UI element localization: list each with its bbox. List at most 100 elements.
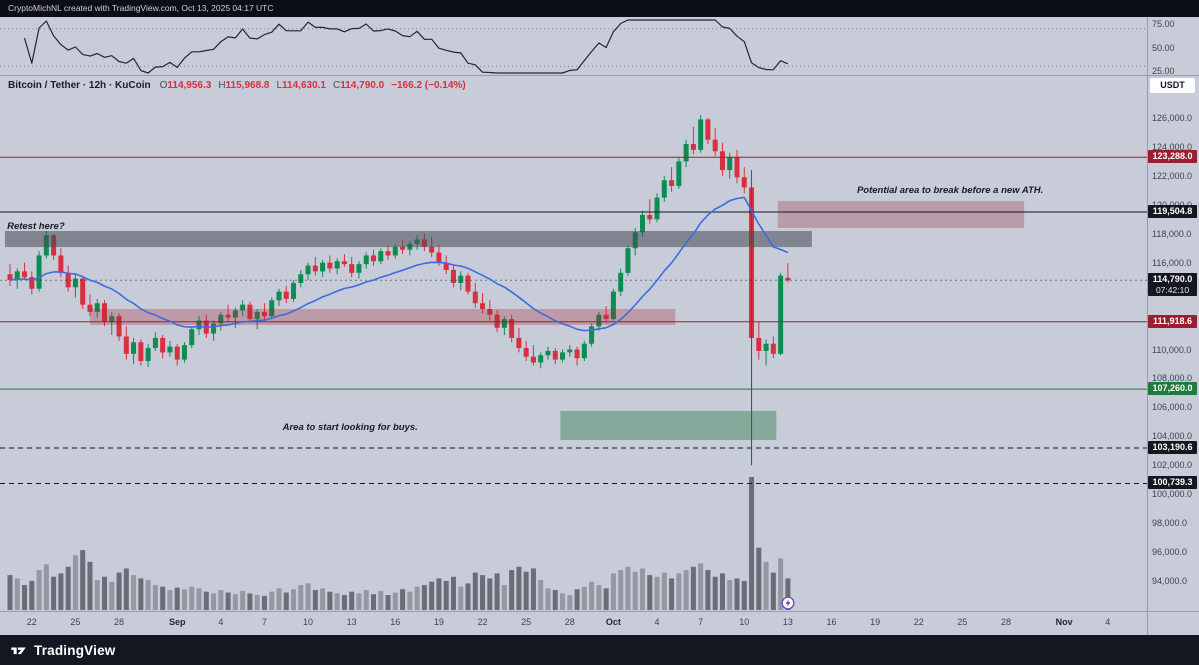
- tradingview-logo-icon[interactable]: [10, 642, 27, 659]
- volume-bar: [123, 568, 129, 610]
- candle: [727, 157, 733, 171]
- volume-bar: [654, 576, 660, 610]
- volume-bar: [581, 586, 587, 610]
- candle: [327, 262, 333, 269]
- candle: [734, 157, 740, 178]
- candle: [516, 337, 522, 349]
- volume-bar: [690, 566, 696, 610]
- candle: [152, 337, 158, 349]
- candle: [247, 304, 253, 320]
- zone-drawing[interactable]: [560, 410, 777, 440]
- symbol-title[interactable]: Bitcoin / Tether · 12h · KuCoin: [8, 80, 151, 91]
- candle: [80, 278, 86, 305]
- volume-bar: [712, 576, 718, 610]
- volume-bar: [269, 591, 275, 610]
- zone-drawing[interactable]: [4, 231, 812, 248]
- candle: [472, 291, 478, 304]
- candle: [669, 180, 675, 187]
- currency-toggle-button[interactable]: USDT: [1150, 78, 1195, 93]
- volume-bar: [770, 572, 776, 610]
- price-pane[interactable]: [0, 76, 1147, 612]
- candle: [676, 161, 682, 187]
- volume-bar: [407, 591, 413, 610]
- volume-bar: [305, 583, 311, 610]
- candle: [443, 262, 449, 270]
- tradingview-logo-text[interactable]: TradingView: [34, 642, 116, 658]
- volume-bar: [705, 570, 711, 610]
- candle: [661, 180, 667, 198]
- volume-bar: [596, 585, 602, 610]
- candle: [320, 262, 326, 272]
- candle: [400, 246, 406, 250]
- candle: [349, 264, 355, 273]
- volume-bar: [378, 590, 384, 610]
- ema-line: [9, 196, 789, 332]
- candle: [298, 274, 304, 283]
- candle: [261, 311, 267, 317]
- flash-icon[interactable]: [781, 596, 795, 610]
- volume-bar: [22, 585, 28, 610]
- candle: [131, 342, 137, 354]
- volume-bar: [436, 578, 442, 610]
- volume-bar: [719, 573, 725, 610]
- candle: [72, 278, 78, 288]
- volume-bar: [203, 591, 209, 610]
- zone-drawing[interactable]: [777, 201, 1025, 228]
- candle: [218, 314, 224, 324]
- price-change: −166.2 (−0.14%): [391, 80, 466, 91]
- candle: [741, 177, 747, 188]
- volume-bar: [167, 590, 173, 610]
- candle: [770, 343, 776, 354]
- pane-separator[interactable]: [0, 75, 1199, 76]
- zone-drawing[interactable]: [89, 308, 676, 325]
- candle: [610, 291, 616, 320]
- volume-bar: [291, 589, 297, 610]
- volume-bar: [552, 590, 558, 610]
- candle: [232, 310, 238, 318]
- volume-bar: [58, 573, 64, 610]
- candle: [530, 356, 536, 363]
- volume-bar: [567, 595, 573, 610]
- volume-bar: [763, 561, 769, 610]
- volume-bar: [669, 578, 675, 610]
- candle: [429, 246, 435, 253]
- candle: [683, 144, 689, 162]
- candle: [763, 343, 769, 351]
- volume-bar: [683, 570, 689, 610]
- volume-bar: [7, 575, 13, 610]
- candle: [363, 255, 369, 265]
- volume-bar: [87, 561, 93, 610]
- volume-bar: [232, 594, 238, 610]
- candle: [581, 343, 587, 359]
- candle: [167, 346, 173, 353]
- price-axis-separator: [1147, 17, 1148, 635]
- volume-bar: [414, 586, 420, 610]
- volume-bar: [560, 593, 566, 610]
- volume-bar: [465, 583, 471, 610]
- candle: [160, 337, 166, 353]
- volume-bar: [661, 572, 667, 610]
- candle: [465, 275, 471, 292]
- candle: [596, 314, 602, 327]
- volume-bar: [516, 566, 522, 610]
- attribution-text: CryptoMichNL created with TradingView.co…: [8, 3, 274, 13]
- candle: [625, 248, 631, 273]
- candle: [29, 277, 35, 289]
- rsi-line: [23, 19, 789, 74]
- rsi-pane[interactable]: [0, 18, 1147, 75]
- candle: [719, 151, 725, 171]
- candle: [254, 311, 260, 320]
- volume-bar: [443, 580, 449, 610]
- candle: [756, 337, 762, 351]
- ohlc-open: O114,956.3: [159, 80, 212, 91]
- candle: [189, 329, 195, 346]
- volume-bar: [501, 585, 507, 610]
- volume-bar: [312, 590, 318, 610]
- candle: [138, 342, 144, 362]
- candle: [385, 251, 391, 256]
- volume-bar: [152, 585, 158, 610]
- volume-bar: [131, 575, 137, 610]
- candle: [487, 308, 493, 315]
- volume-bar: [181, 589, 187, 610]
- candle: [371, 255, 376, 262]
